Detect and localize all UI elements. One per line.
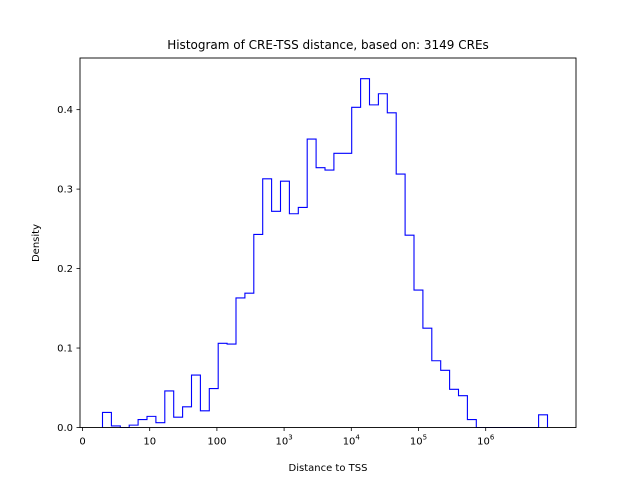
y-axis-title: Density bbox=[31, 224, 42, 262]
x-axis-ticks: 0 10 100 103 104 105 106 bbox=[79, 427, 495, 448]
x-tick-label: 10 bbox=[143, 437, 156, 448]
y-tick-label: 0.1 bbox=[57, 344, 73, 355]
histogram-step-line bbox=[101, 78, 549, 429]
plot-frame bbox=[79, 57, 577, 428]
x-tick-label: 0 bbox=[79, 437, 85, 448]
x-tick-label: 106 bbox=[477, 434, 495, 448]
x-tick-label: 100 bbox=[207, 437, 226, 448]
chart-title: Histogram of CRE-TSS distance, based on:… bbox=[167, 38, 489, 52]
x-axis-title: Distance to TSS bbox=[289, 463, 368, 474]
y-tick-label: 0.0 bbox=[57, 423, 73, 434]
y-tick-label: 0.4 bbox=[57, 105, 73, 116]
y-tick-label: 0.2 bbox=[57, 264, 73, 275]
x-tick-label: 104 bbox=[343, 434, 361, 448]
y-tick-label: 0.3 bbox=[57, 185, 73, 196]
y-axis-ticks: 0.0 0.1 0.2 0.3 0.4 bbox=[57, 105, 80, 434]
x-tick-label: 103 bbox=[275, 434, 292, 448]
x-tick-label: 105 bbox=[410, 434, 427, 448]
